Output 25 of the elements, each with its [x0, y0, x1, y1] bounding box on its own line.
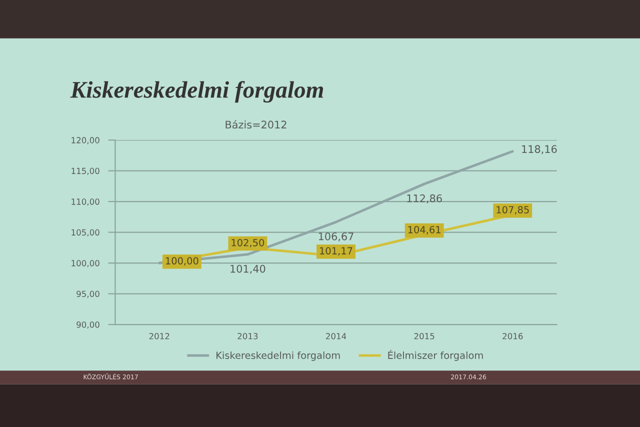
- x-tick-label: 2013: [238, 333, 258, 340]
- y-tick-label: 90,00: [76, 322, 100, 329]
- data-label: 101,40: [230, 264, 266, 274]
- data-label: 102,50: [232, 238, 264, 248]
- y-tick-label: 120,00: [72, 137, 100, 144]
- data-label: 118,16: [522, 145, 557, 154]
- y-tick-label: 95,00: [76, 290, 100, 298]
- legend-label: Kiskereskedelmi forgalom: [216, 351, 340, 361]
- data-label: 106,67: [318, 232, 354, 242]
- data-label: 100,00: [166, 257, 198, 266]
- x-tick-label: 2014: [326, 333, 346, 340]
- data-label: 104,61: [408, 226, 440, 234]
- x-tick-label: 2012: [149, 333, 170, 340]
- legend-label: Élelmiszer forgalom: [388, 350, 483, 361]
- y-tick-label: 100,00: [72, 260, 100, 268]
- y-tick-label: 105,00: [72, 229, 100, 236]
- x-tick-label: 2015: [414, 333, 434, 340]
- x-tick-label: 2016: [502, 333, 523, 340]
- chart-subtitle: Bázis=2012: [226, 120, 286, 129]
- y-tick-label: 115,00: [72, 168, 100, 175]
- data-label: 112,86: [407, 194, 442, 204]
- y-tick-label: 110,00: [72, 198, 100, 206]
- data-label: 101,17: [320, 247, 352, 256]
- chart-title: Kiskereskedelmi forgalom: [70, 80, 324, 103]
- data-label: 107,85: [496, 206, 529, 214]
